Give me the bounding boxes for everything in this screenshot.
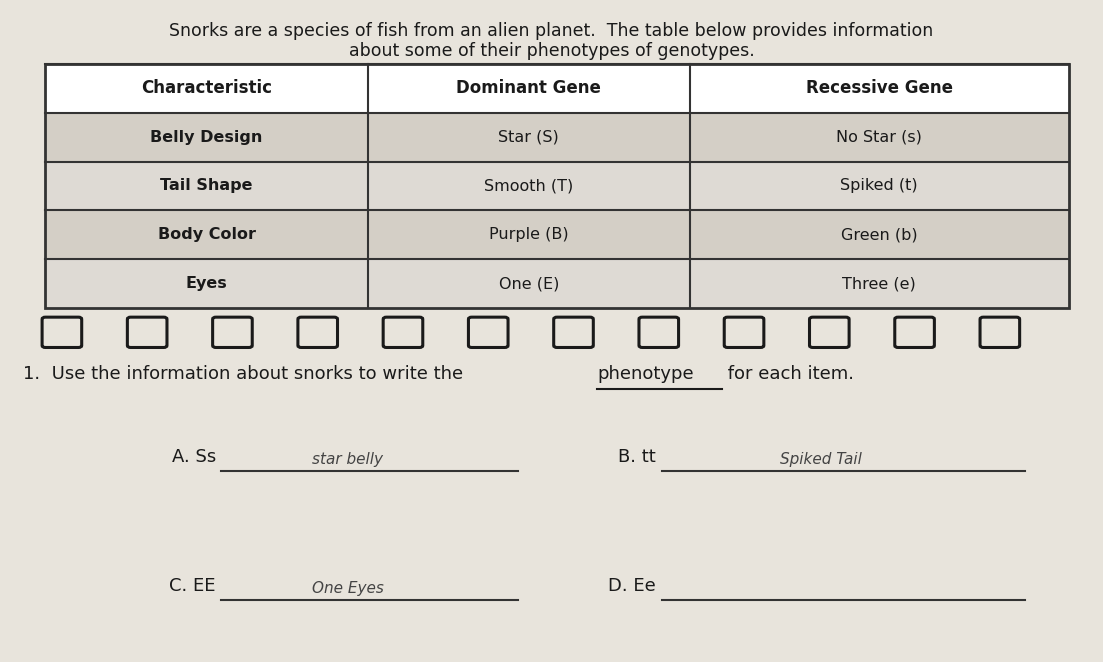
Text: star belly: star belly <box>312 452 384 467</box>
FancyBboxPatch shape <box>895 317 934 348</box>
Bar <box>45 259 1069 308</box>
FancyBboxPatch shape <box>127 317 167 348</box>
Text: for each item.: for each item. <box>721 365 854 383</box>
Text: Belly Design: Belly Design <box>150 130 263 145</box>
Text: B. tt: B. tt <box>619 448 656 466</box>
FancyBboxPatch shape <box>42 317 82 348</box>
Text: Eyes: Eyes <box>185 276 227 291</box>
Text: 1.  Use the information about snorks to write the: 1. Use the information about snorks to w… <box>23 365 469 383</box>
FancyBboxPatch shape <box>981 317 1019 348</box>
Text: One (E): One (E) <box>499 276 559 291</box>
Text: Snorks are a species of fish from an alien planet.  The table below provides inf: Snorks are a species of fish from an ali… <box>170 23 933 40</box>
Text: Tail Shape: Tail Shape <box>160 179 253 193</box>
Text: Purple (B): Purple (B) <box>489 227 569 242</box>
FancyBboxPatch shape <box>213 317 253 348</box>
Text: Green (b): Green (b) <box>840 227 918 242</box>
Text: Recessive Gene: Recessive Gene <box>806 79 953 97</box>
Text: Dominant Gene: Dominant Gene <box>457 79 601 97</box>
Text: C. EE: C. EE <box>170 577 216 594</box>
Bar <box>45 64 1069 113</box>
Text: about some of their phenotypes of genotypes.: about some of their phenotypes of genoty… <box>349 42 754 60</box>
Text: Three (e): Three (e) <box>843 276 917 291</box>
FancyBboxPatch shape <box>469 317 508 348</box>
FancyBboxPatch shape <box>810 317 849 348</box>
FancyBboxPatch shape <box>639 317 678 348</box>
Text: D. Ee: D. Ee <box>608 577 656 594</box>
Text: Smooth (T): Smooth (T) <box>484 179 574 193</box>
Text: Body Color: Body Color <box>158 227 256 242</box>
Text: A. Ss: A. Ss <box>172 448 216 466</box>
Text: One Eyes: One Eyes <box>312 581 384 596</box>
FancyBboxPatch shape <box>298 317 338 348</box>
FancyBboxPatch shape <box>383 317 422 348</box>
Text: Characteristic: Characteristic <box>141 79 272 97</box>
Text: phenotype: phenotype <box>597 365 694 383</box>
FancyBboxPatch shape <box>725 317 764 348</box>
Text: Spiked (t): Spiked (t) <box>840 179 918 193</box>
Bar <box>45 64 1069 308</box>
Bar <box>45 113 1069 162</box>
Text: Spiked Tail: Spiked Tail <box>780 452 861 467</box>
Text: No Star (s): No Star (s) <box>836 130 922 145</box>
FancyBboxPatch shape <box>554 317 593 348</box>
Bar <box>45 211 1069 259</box>
Text: Star (S): Star (S) <box>499 130 559 145</box>
Bar <box>45 162 1069 211</box>
